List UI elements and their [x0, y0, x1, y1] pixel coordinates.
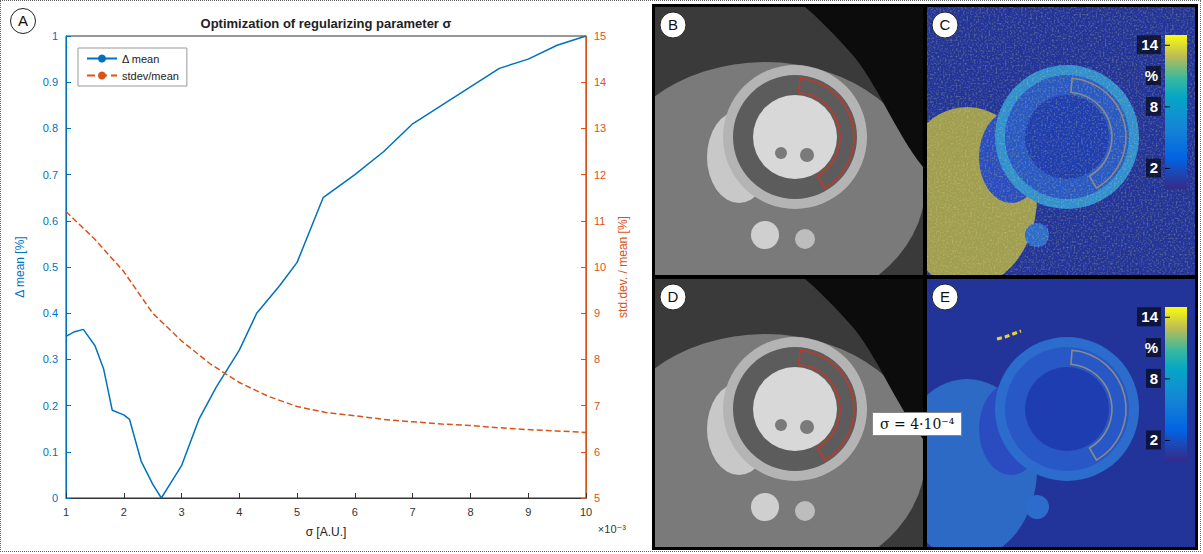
- svg-text:2: 2: [121, 506, 127, 518]
- svg-text:7: 7: [594, 400, 600, 412]
- svg-text:0.6: 0.6: [43, 215, 58, 227]
- svg-text:5: 5: [594, 492, 600, 504]
- svg-text:4: 4: [236, 506, 242, 518]
- svg-text:10: 10: [594, 261, 606, 273]
- svg-text:8: 8: [594, 353, 600, 365]
- svg-text:8: 8: [1150, 98, 1158, 115]
- svg-text:1: 1: [52, 30, 58, 42]
- svg-text:0.9: 0.9: [43, 76, 58, 88]
- svg-text:0.7: 0.7: [43, 169, 58, 181]
- svg-text:0.5: 0.5: [43, 261, 58, 273]
- svg-text:10: 10: [580, 506, 592, 518]
- svg-text:14: 14: [594, 76, 606, 88]
- svg-text:%: %: [1145, 67, 1158, 84]
- svg-text:Optimization of regularizing p: Optimization of regularizing parameter σ: [201, 16, 452, 31]
- svg-text:C: C: [940, 16, 951, 33]
- svg-text:9: 9: [594, 307, 600, 319]
- svg-text:1: 1: [63, 506, 69, 518]
- svg-text:6: 6: [352, 506, 358, 518]
- svg-text:2: 2: [1150, 159, 1158, 176]
- svg-text:14: 14: [1141, 308, 1158, 325]
- svg-text:%: %: [1145, 339, 1158, 356]
- svg-text:std.dev. / mean [%]: std.dev. / mean [%]: [616, 216, 630, 318]
- svg-text:8: 8: [1150, 370, 1158, 387]
- svg-text:B: B: [668, 16, 678, 33]
- svg-text:12: 12: [594, 169, 606, 181]
- svg-text:14: 14: [1141, 36, 1158, 53]
- svg-text:7: 7: [410, 506, 416, 518]
- svg-text:D: D: [668, 288, 679, 305]
- html-text:σ = 4·10⁻⁴: σ = 4·10⁻⁴: [880, 416, 955, 432]
- svg-text:0.2: 0.2: [43, 400, 58, 412]
- svg-text:E: E: [940, 288, 950, 305]
- svg-text:2: 2: [1150, 431, 1158, 448]
- svg-text:Δ mean: Δ mean: [122, 53, 159, 65]
- svg-text:0: 0: [52, 492, 58, 504]
- svg-text:3: 3: [178, 506, 184, 518]
- svg-text:5: 5: [294, 506, 300, 518]
- svg-text:13: 13: [594, 122, 606, 134]
- svg-text:0.8: 0.8: [43, 122, 58, 134]
- html-text:A: A: [18, 12, 28, 29]
- svg-text:stdev/mean: stdev/mean: [122, 70, 179, 82]
- svg-text:×10⁻³: ×10⁻³: [598, 523, 626, 535]
- svg-text:0.4: 0.4: [43, 307, 58, 319]
- svg-text:9: 9: [525, 506, 531, 518]
- svg-text:0.1: 0.1: [43, 446, 58, 458]
- svg-text:0.3: 0.3: [43, 353, 58, 365]
- svg-text:Δ mean [%]: Δ mean [%]: [13, 236, 27, 297]
- svg-text:σ [A.U.]: σ [A.U.]: [306, 525, 347, 539]
- svg-text:8: 8: [467, 506, 473, 518]
- svg-text:15: 15: [594, 30, 606, 42]
- svg-text:11: 11: [594, 215, 605, 227]
- svg-text:6: 6: [594, 446, 600, 458]
